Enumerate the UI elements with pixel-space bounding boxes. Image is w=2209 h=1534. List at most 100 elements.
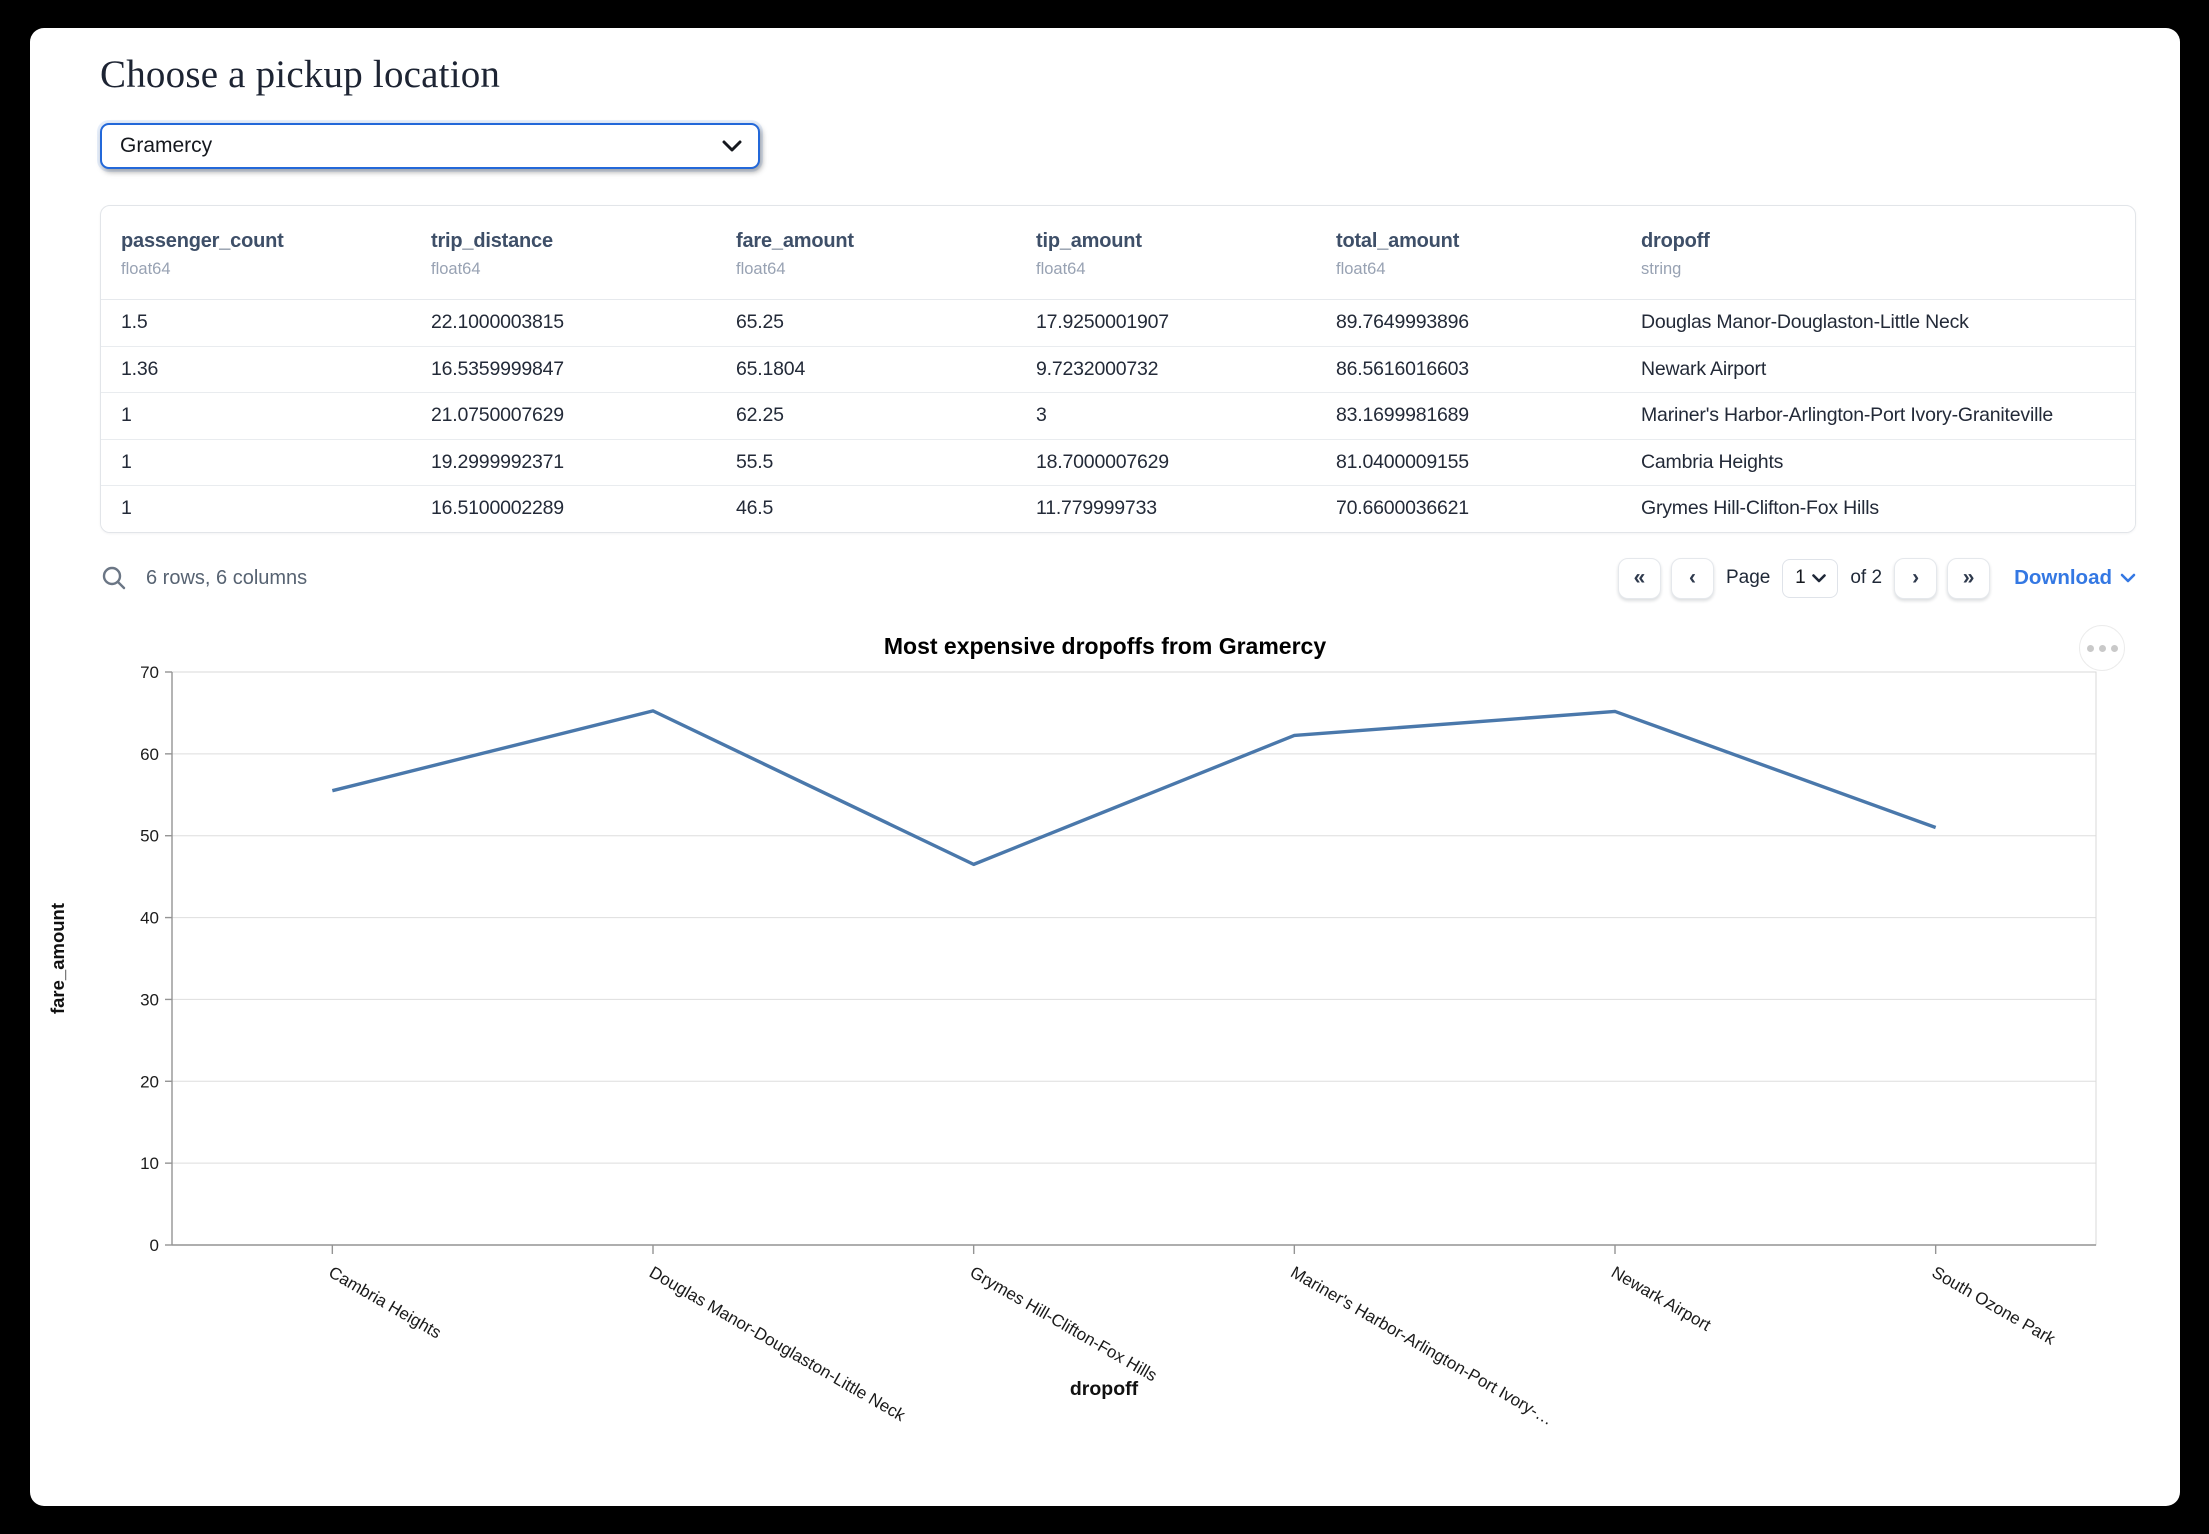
first-page-button[interactable]: « (1617, 557, 1661, 599)
chevron-down-icon (2120, 573, 2136, 583)
page-number-select[interactable]: 1 (1782, 558, 1839, 598)
cell-trip_distance: 16.5100002289 (431, 497, 564, 520)
pagination: « ‹ Page 1 of 2 › » Download (1617, 557, 2136, 599)
fare-line-chart: 0 10 20 30 40 50 60 70 fare_amount Cambria Height… (47, 663, 2097, 1429)
table-row[interactable]: 1 21.0750007629 62.25 3 83.1699981689 Mariner… (101, 393, 2135, 440)
chevron-down-icon (1811, 573, 1826, 582)
svg-text:10: 10 (140, 1154, 159, 1173)
column-dtype: string (1641, 260, 1682, 278)
app-card: Choose a pickup location Gramercy passen… (30, 28, 2180, 1506)
cell-passenger_count: 1 (121, 450, 132, 473)
cell-total_amount: 89.7649993896 (1336, 311, 1469, 334)
data-table: passenger_count float64 trip_distance float… (100, 205, 2136, 533)
svg-text:Newark Airport: Newark Airport (1608, 1263, 1714, 1335)
cell-passenger_count: 1 (121, 404, 132, 427)
column-header-tip_amount[interactable]: tip_amount float64 (1016, 230, 1316, 279)
column-dtype: float64 (1336, 260, 1386, 278)
cell-fare_amount: 55.5 (736, 450, 774, 473)
cell-total_amount: 86.5616016603 (1336, 357, 1469, 380)
column-name: dropoff (1641, 230, 1710, 252)
gridlines (172, 671, 2096, 1164)
page-label: Page (1725, 567, 1771, 588)
table-body: 1.5 22.1000003815 65.25 17.9250001907 89.764… (101, 300, 2135, 532)
table-row[interactable]: 1.5 22.1000003815 65.25 17.9250001907 89.764… (101, 300, 2135, 347)
table-summary: 6 rows, 6 columns (146, 566, 308, 589)
svg-text:Grymes Hill-Clifton-Fox Hills: Grymes Hill-Clifton-Fox Hills (967, 1263, 1161, 1386)
cell-tip_amount: 11.779999733 (1036, 497, 1157, 520)
pickup-location-value: Gramercy (120, 134, 213, 157)
svg-text:20: 20 (140, 1072, 159, 1091)
svg-text:30: 30 (140, 990, 159, 1009)
chart-title: Most expensive dropoffs from Gramercy (883, 633, 1327, 659)
column-header-trip_distance[interactable]: trip_distance float64 (411, 230, 716, 279)
svg-text:Cambria Heights: Cambria Heights (325, 1263, 444, 1343)
cell-dropoff: Grymes Hill-Clifton-Fox Hills (1641, 497, 1879, 520)
column-name: tip_amount (1036, 230, 1142, 252)
y-axis-title: fare_amount (47, 903, 68, 1014)
pickup-location-select[interactable]: Gramercy (100, 123, 760, 169)
table-header-row: passenger_count float64 trip_distance float… (101, 206, 2135, 300)
cell-dropoff: Cambria Heights (1641, 450, 1784, 473)
cell-passenger_count: 1 (121, 497, 132, 520)
last-page-button[interactable]: » (1947, 557, 1991, 599)
ellipsis-icon (2086, 644, 2118, 652)
previous-page-button[interactable]: ‹ (1670, 557, 1714, 599)
cell-dropoff: Mariner's Harbor-Arlington-Port Ivory-Gr… (1641, 404, 2054, 427)
chevron-down-icon (722, 140, 742, 151)
column-header-dropoff[interactable]: dropoff string (1621, 230, 2135, 279)
cell-fare_amount: 65.1804 (736, 357, 806, 380)
column-header-fare_amount[interactable]: fare_amount float64 (716, 230, 1016, 279)
table-footer: 6 rows, 6 columns « ‹ Page 1 of 2 › » Do… (100, 554, 2136, 602)
column-dtype: float64 (1036, 260, 1086, 278)
cell-dropoff: Newark Airport (1641, 357, 1767, 380)
line-series (331, 709, 1937, 867)
cell-passenger_count: 1.5 (121, 311, 148, 334)
page-title: Choose a pickup location (100, 53, 501, 96)
svg-text:Douglas Manor-Douglaston-Littl: Douglas Manor-Douglaston-Little Neck (646, 1263, 909, 1426)
cell-fare_amount: 62.25 (736, 404, 784, 427)
column-name: fare_amount (736, 230, 854, 252)
cell-trip_distance: 22.1000003815 (431, 311, 564, 334)
column-name: passenger_count (121, 230, 284, 252)
chart-menu-button[interactable] (2079, 625, 2125, 671)
page-number-value: 1 (1795, 567, 1806, 588)
axes (171, 672, 2096, 1246)
cell-total_amount: 83.1699981689 (1336, 404, 1469, 427)
table-row[interactable]: 1.36 16.5359999847 65.1804 9.7232000732 86.5… (101, 346, 2135, 393)
cell-tip_amount: 9.7232000732 (1036, 357, 1159, 380)
column-dtype: float64 (121, 260, 171, 278)
column-header-total_amount[interactable]: total_amount float64 (1316, 230, 1621, 279)
x-axis: Cambria Heights Douglas Manor-Douglaston-… (325, 1245, 2059, 1429)
column-header-passenger_count[interactable]: passenger_count float64 (101, 230, 411, 279)
column-name: total_amount (1336, 230, 1460, 252)
cell-fare_amount: 65.25 (736, 311, 784, 334)
cell-total_amount: 70.6600036621 (1336, 497, 1469, 520)
svg-text:70: 70 (140, 663, 159, 682)
cell-passenger_count: 1.36 (121, 357, 159, 380)
cell-tip_amount: 3 (1036, 404, 1047, 427)
svg-text:60: 60 (140, 745, 159, 764)
x-axis-title: dropoff (1070, 1378, 1139, 1400)
cell-fare_amount: 46.5 (736, 497, 774, 520)
column-name: trip_distance (431, 230, 553, 252)
cell-trip_distance: 16.5359999847 (431, 357, 564, 380)
y-axis: 0 10 20 30 40 50 60 70 fare_amount (47, 663, 172, 1255)
svg-text:40: 40 (140, 909, 159, 928)
table-row[interactable]: 1 19.2999992371 55.5 18.7000007629 81.040000… (101, 439, 2135, 486)
svg-text:0: 0 (150, 1236, 159, 1255)
table-row[interactable]: 1 16.5100002289 46.5 11.779999733 70.6600036… (101, 486, 2135, 532)
download-button[interactable]: Download (2014, 566, 2136, 590)
cell-tip_amount: 18.7000007629 (1036, 450, 1169, 473)
magnifier-icon[interactable] (100, 564, 128, 592)
cell-trip_distance: 19.2999992371 (431, 450, 564, 473)
page-total-label: of 2 (1850, 567, 1883, 588)
cell-trip_distance: 21.0750007629 (431, 404, 564, 427)
cell-dropoff: Douglas Manor-Douglaston-Little Neck (1641, 311, 1969, 334)
cell-total_amount: 81.0400009155 (1336, 450, 1469, 473)
download-label: Download (2014, 566, 2112, 589)
column-dtype: float64 (736, 260, 786, 278)
cell-tip_amount: 17.9250001907 (1036, 311, 1169, 334)
svg-text:Mariner's Harbor-Arlington-Por: Mariner's Harbor-Arlington-Port Ivory-… (1287, 1263, 1556, 1429)
next-page-button[interactable]: › (1894, 557, 1938, 599)
